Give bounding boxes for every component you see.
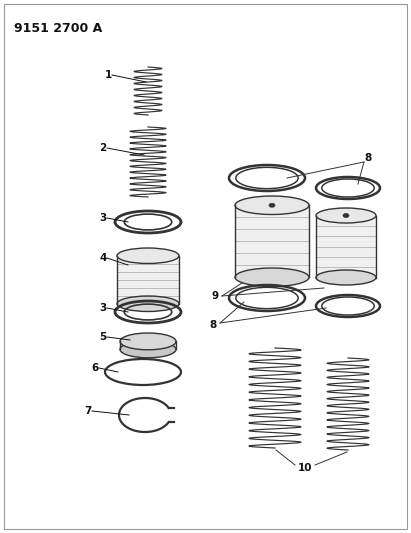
Bar [235,205,309,277]
Text: 5: 5 [99,332,106,342]
Text: 6: 6 [91,363,99,373]
Text: 9151 2700 A: 9151 2700 A [14,22,102,35]
Bar [120,342,176,350]
Ellipse shape [235,196,309,214]
Text: 10: 10 [298,463,312,473]
Text: 2: 2 [99,143,106,153]
Bar [316,215,376,278]
Text: 4: 4 [99,253,107,263]
Ellipse shape [316,270,376,285]
Ellipse shape [316,208,376,223]
Ellipse shape [269,203,275,207]
Text: 8: 8 [209,320,217,330]
Text: 9: 9 [211,291,219,301]
Text: 1: 1 [104,70,112,80]
Ellipse shape [343,214,349,217]
Ellipse shape [120,333,176,350]
Ellipse shape [235,268,309,287]
Ellipse shape [120,341,176,358]
Ellipse shape [117,296,179,311]
Text: 3: 3 [99,213,106,223]
Text: 7: 7 [84,406,92,416]
Bar [117,256,179,304]
Text: 8: 8 [365,153,372,163]
Text: 3: 3 [99,303,106,313]
Ellipse shape [117,248,179,263]
